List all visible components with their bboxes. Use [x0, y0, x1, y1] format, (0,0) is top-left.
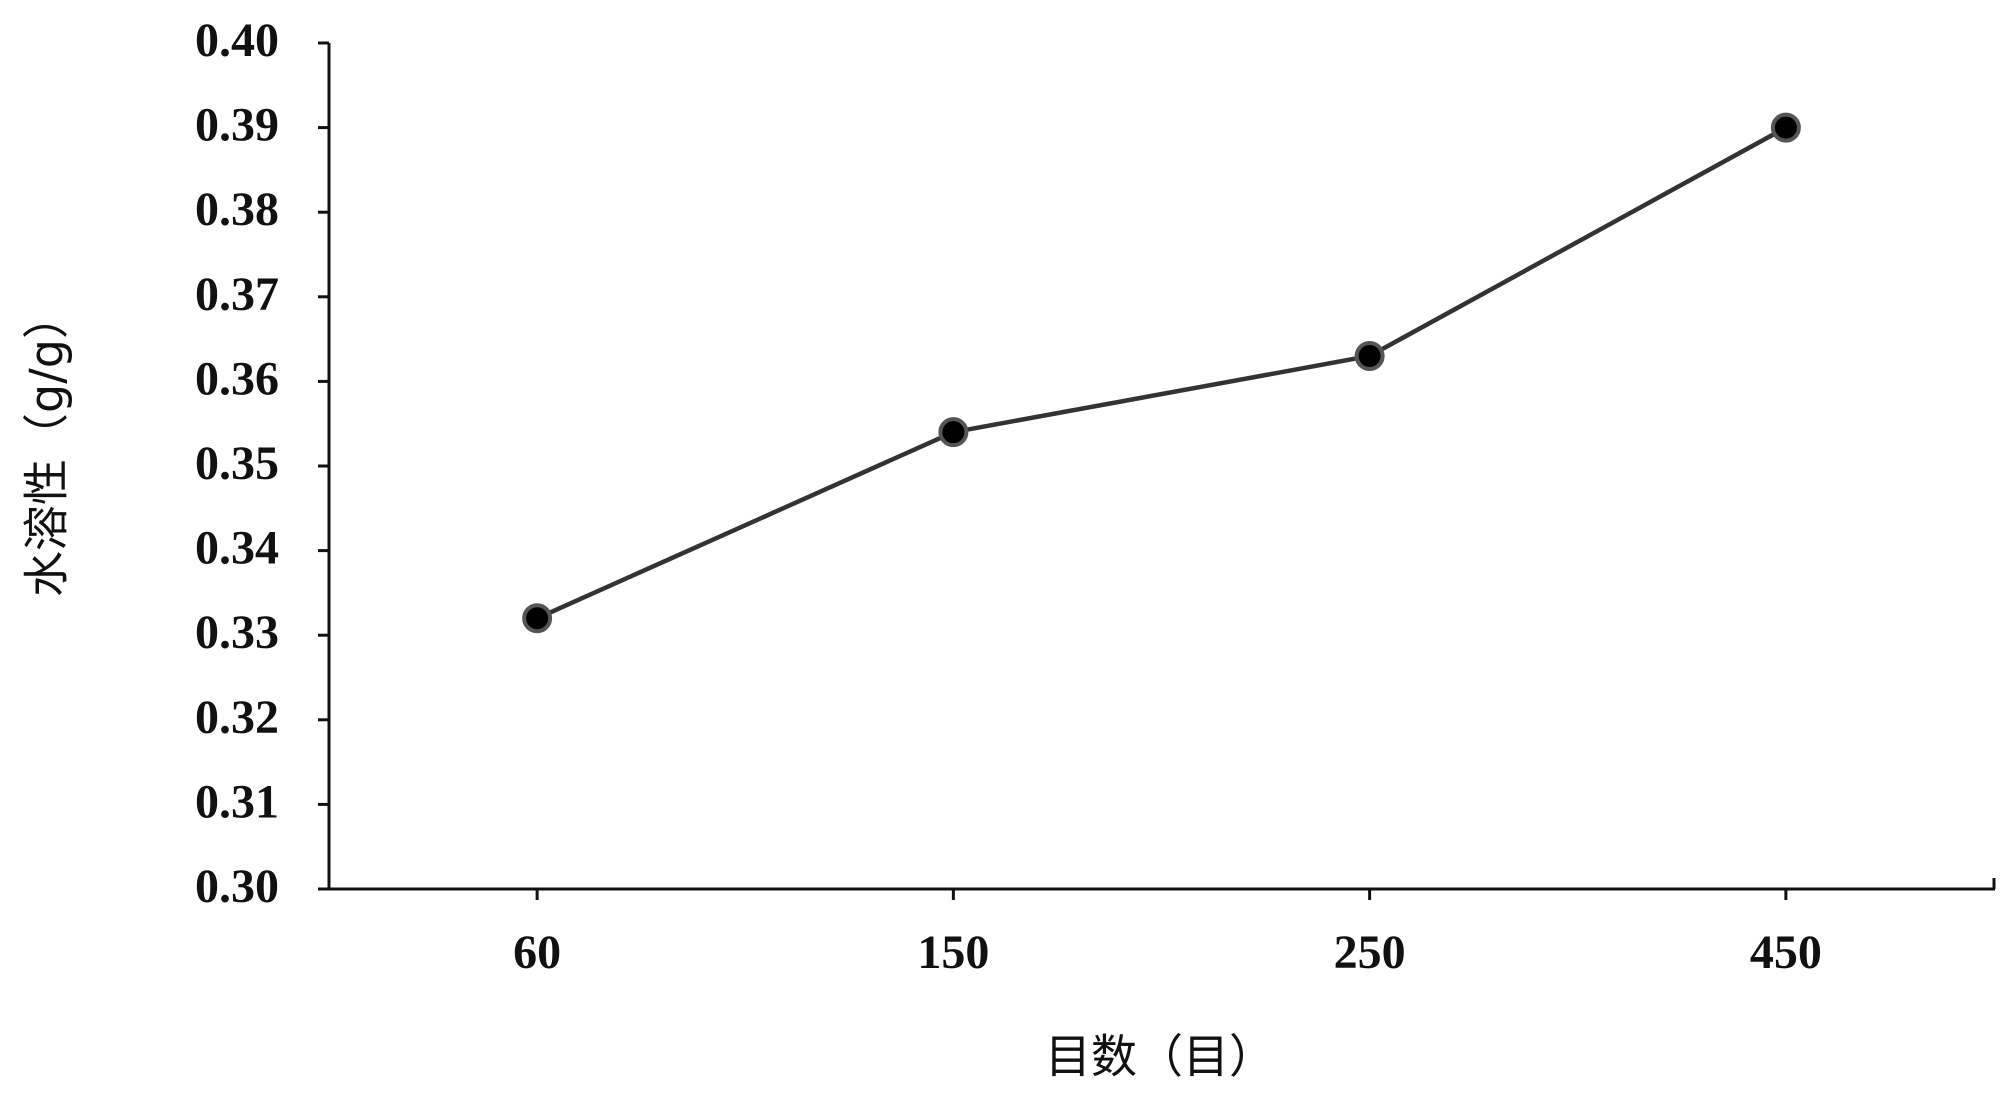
- x-tick-label: 450: [1750, 926, 1822, 979]
- y-axis-title: 水溶性（g/g）: [20, 293, 74, 597]
- data-point: [938, 417, 969, 448]
- y-tick-label: 0.32: [195, 691, 279, 744]
- y-tick-label: 0.39: [195, 99, 279, 152]
- y-tick-label: 0.33: [195, 606, 279, 659]
- y-tick-label: 0.31: [195, 775, 279, 828]
- y-tick-label: 0.35: [195, 437, 279, 490]
- x-tick-label: 150: [917, 926, 989, 979]
- y-tick-label: 0.40: [195, 14, 279, 67]
- x-tick-label: 250: [1334, 926, 1406, 979]
- data-line: [536, 125, 1787, 621]
- y-tick-label: 0.34: [195, 522, 279, 575]
- data-point: [1354, 341, 1385, 372]
- x-tick-label: 60: [513, 926, 561, 979]
- x-axis-title: 目数（目）: [1045, 1030, 1275, 1084]
- y-tick-label: 0.36: [195, 352, 279, 405]
- y-tick-label: 0.30: [195, 860, 279, 913]
- y-tick-label: 0.38: [195, 183, 279, 236]
- data-point: [1770, 112, 1801, 143]
- data-point: [522, 603, 553, 634]
- y-tick-label: 0.37: [195, 268, 279, 321]
